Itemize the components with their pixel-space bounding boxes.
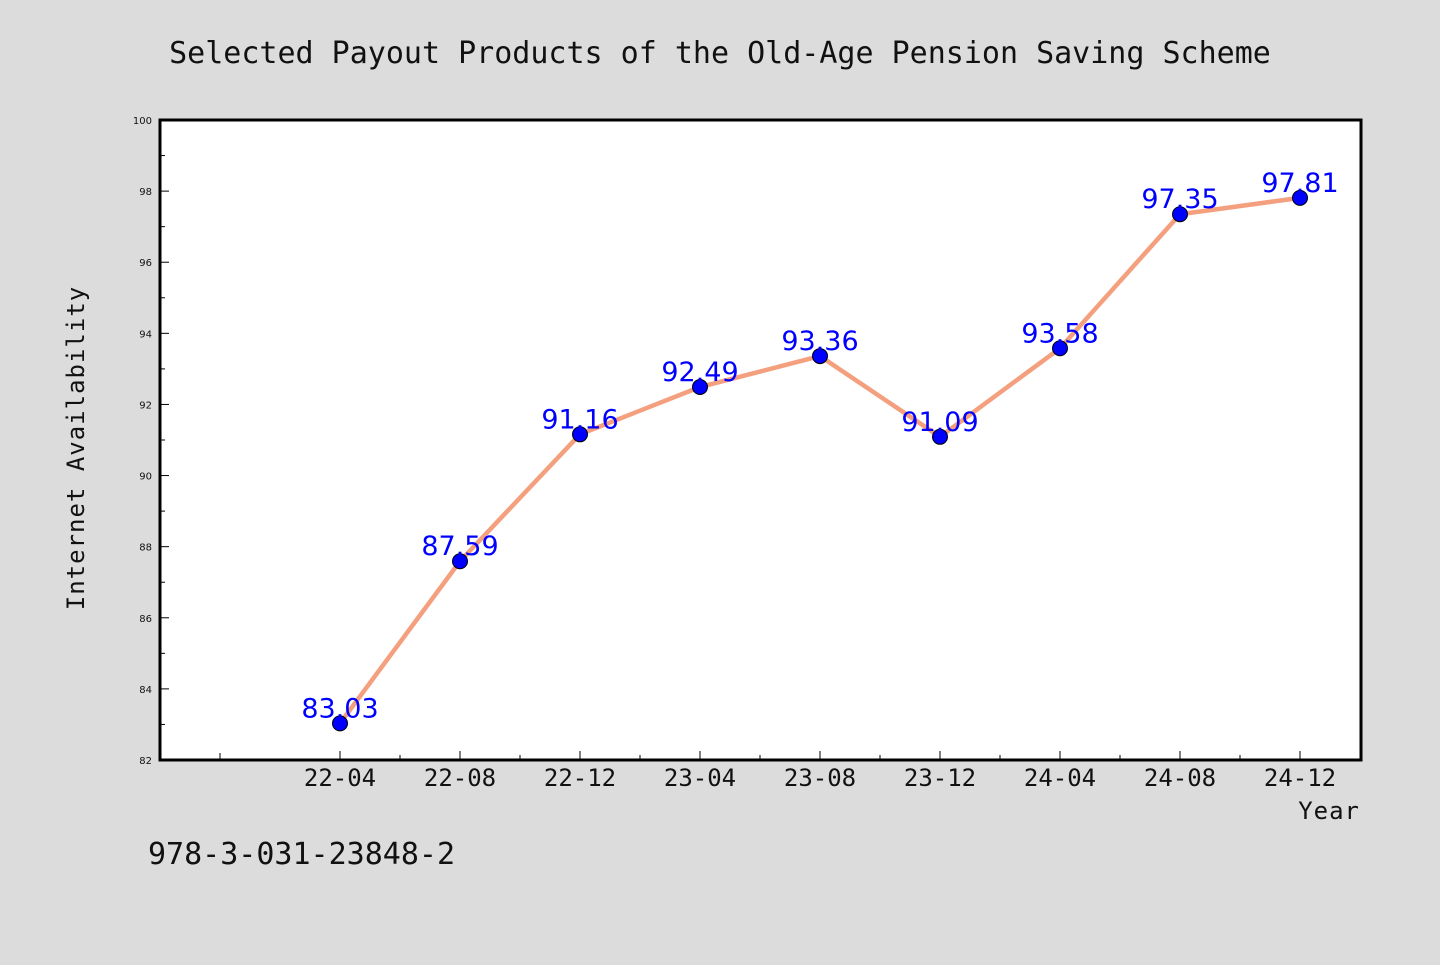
data-label: 97.81 bbox=[1261, 168, 1338, 199]
data-label: 91.09 bbox=[901, 407, 978, 438]
x-axis: 22-04 22-08 22-12 23-04 23-08 23-12 24-04 24-08… bbox=[219, 751, 1336, 792]
y-tick-label: 98 bbox=[139, 187, 152, 198]
data-label: 97.35 bbox=[1141, 184, 1218, 215]
x-tick-label: 22-08 bbox=[424, 764, 496, 792]
y-tick-label: 96 bbox=[139, 258, 152, 269]
x-axis-label: Year bbox=[1298, 797, 1360, 825]
data-label: 93.58 bbox=[1021, 318, 1098, 349]
x-tick-label: 24-04 bbox=[1024, 764, 1096, 792]
data-point bbox=[332, 715, 348, 732]
data-point bbox=[932, 428, 948, 445]
data-point bbox=[1052, 340, 1068, 357]
data-label: 91.16 bbox=[541, 404, 618, 435]
x-tick-label: 24-12 bbox=[1264, 764, 1336, 792]
x-tick-label: 23-12 bbox=[904, 764, 976, 792]
data-point bbox=[1172, 206, 1188, 223]
data-point bbox=[452, 553, 468, 570]
y-tick-label: 90 bbox=[139, 472, 152, 483]
x-tick-label: 23-08 bbox=[784, 764, 856, 792]
isbn-footer: 978-3-031-23848-2 bbox=[148, 837, 455, 872]
data-label-group: 83.03 87.59 91.16 92.49 93.36 91.09 93.58 97.35… bbox=[301, 168, 1338, 725]
x-tick-label: 22-12 bbox=[544, 764, 616, 792]
data-label: 83.03 bbox=[301, 693, 378, 724]
x-tick-label: 24-08 bbox=[1144, 764, 1216, 792]
y-tick-label: 100 bbox=[133, 116, 152, 127]
series-line-group bbox=[332, 189, 1308, 732]
data-point bbox=[692, 379, 708, 396]
y-tick-label: 92 bbox=[139, 400, 152, 411]
y-tick-label: 82 bbox=[139, 756, 152, 767]
data-label: 92.49 bbox=[661, 357, 738, 388]
x-tick-label: 22-04 bbox=[304, 764, 376, 792]
data-label: 93.36 bbox=[781, 326, 858, 357]
y-axis-label: Internet Availability bbox=[62, 286, 90, 610]
y-tick-label: 94 bbox=[139, 329, 152, 340]
data-point bbox=[1292, 189, 1308, 206]
plot-area bbox=[158, 118, 1363, 762]
data-point bbox=[812, 348, 828, 365]
y-axis: 82 84 86 88 90 92 94 96 98 100 bbox=[133, 116, 169, 767]
y-tick-label: 84 bbox=[139, 685, 152, 696]
y-tick-label: 88 bbox=[139, 543, 152, 554]
y-tick-label: 86 bbox=[139, 614, 152, 625]
x-tick-label: 23-04 bbox=[664, 764, 736, 792]
chart-title: Selected Payout Products of the Old-Age … bbox=[169, 36, 1271, 71]
data-label: 87.59 bbox=[421, 531, 498, 562]
data-point bbox=[572, 426, 588, 443]
